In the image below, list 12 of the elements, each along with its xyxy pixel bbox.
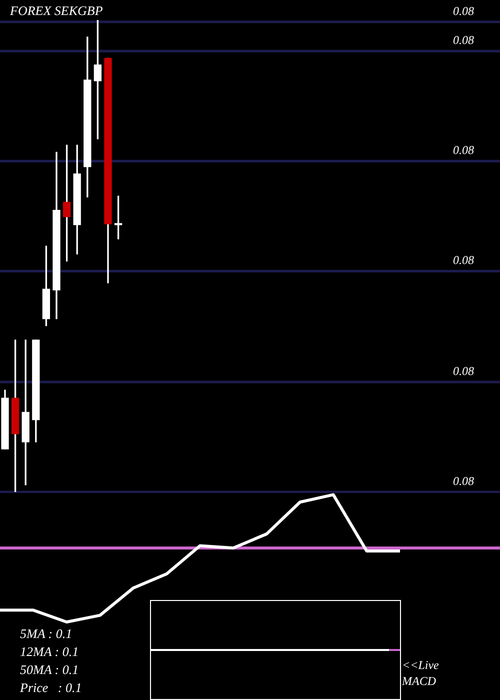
text: 5MA : 0.1 — [20, 626, 72, 641]
annotation: 0.08 — [453, 253, 474, 268]
annotation: 0.08 — [453, 364, 474, 378]
text: Price : 0.1 — [19, 680, 82, 695]
annotation: 0.08 — [453, 4, 474, 18]
annotation: 0.08 — [453, 33, 474, 48]
annotation: 0.08 — [453, 474, 474, 488]
text: 50MA : 0.1 — [20, 662, 79, 677]
text: <<Live MACD — [401, 658, 440, 688]
chart-title: FOREX SEKGBP — [9, 3, 103, 18]
text: 12MA : 0.1 — [20, 644, 79, 659]
annotation: 0.08 — [453, 143, 474, 158]
